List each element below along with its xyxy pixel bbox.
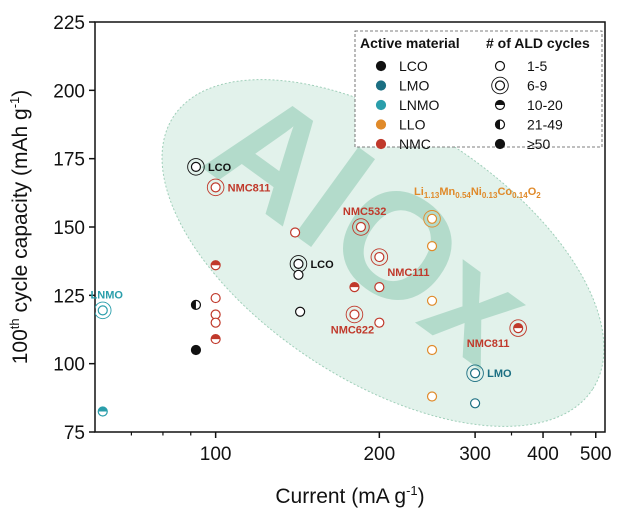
legend-box — [354, 30, 603, 148]
x-tick-label: 100 — [200, 444, 232, 465]
chart-legend: Active material # of ALD cycles LCO LMO LNMO… — [354, 30, 603, 152]
data-point-nmc — [349, 282, 360, 293]
legend-marker-cycles — [494, 138, 506, 150]
legend-marker-cycles — [494, 99, 506, 111]
legend-marker-lnmo — [375, 99, 387, 111]
y-axis-title: 100th cycle capacity (mAh g-1) — [7, 90, 32, 365]
data-point-nmc — [290, 227, 301, 238]
x-tick-label: 400 — [527, 444, 559, 465]
legend-marker-cycles — [491, 76, 509, 95]
legend-marker-nmc — [375, 138, 387, 150]
data-point-nmc — [210, 292, 221, 304]
legend-label-lmo: LMO — [399, 78, 429, 94]
legend-label-llo: LLO — [399, 117, 426, 133]
legend-marker-lco — [375, 60, 387, 72]
data-point-nmc — [210, 333, 221, 345]
legend-label-lco: LCO — [399, 58, 428, 74]
data-point-lmo — [466, 364, 484, 382]
data-point-nmc — [509, 319, 527, 337]
data-point-lnmo — [95, 301, 112, 320]
data-point-nmc — [210, 260, 221, 271]
data-point-llo — [426, 295, 438, 306]
annotation-lco: LCO — [208, 162, 232, 174]
legend-header-cycles: # of ALD cycles — [486, 35, 590, 51]
x-tick-label: 200 — [363, 444, 395, 465]
annotation-nmc622: NMC622 — [331, 324, 374, 336]
x-axis-title: Current (mA g-1) — [275, 483, 424, 508]
data-point-lco — [295, 306, 306, 317]
annotation-lmo: LMO — [487, 368, 512, 380]
legend-label-lnmo: LNMO — [399, 97, 440, 113]
annotation-llo-formula: Li1.13Mn0.54Ni0.13Co0.14O2 — [414, 186, 541, 200]
annotation-nmc811: NMC811 — [467, 338, 510, 350]
annotation-lco: LCO — [310, 259, 334, 271]
data-point-nmc — [370, 248, 389, 266]
data-point-lmo — [469, 398, 481, 409]
y-tick-label: 150 — [53, 218, 85, 239]
legend-marker-lmo — [375, 80, 387, 91]
legend-marker-cycles — [494, 119, 506, 130]
data-point-nmc — [345, 305, 364, 324]
x-tick-label: 500 — [580, 444, 612, 465]
data-point-nmc — [374, 282, 385, 293]
legend-marker-llo — [375, 119, 387, 130]
y-tick-label: 200 — [53, 81, 85, 102]
y-tick-label: 125 — [53, 286, 85, 307]
data-point-lnmo — [97, 406, 108, 417]
legend-label-cycles: ≥50 — [527, 136, 550, 152]
data-point-lco — [187, 158, 205, 176]
y-tick-label: 225 — [53, 13, 85, 34]
data-point-llo — [426, 391, 438, 402]
data-point-llo — [423, 210, 441, 228]
data-point-nmc — [374, 317, 385, 328]
legend-label-cycles: 10-20 — [527, 97, 563, 113]
data-point-lco — [293, 269, 304, 280]
legend-label-cycles: 21-49 — [527, 117, 563, 133]
y-tick-label: 100 — [53, 355, 85, 376]
legend-header-material: Active material — [360, 35, 460, 51]
data-point-llo — [426, 344, 438, 356]
data-point-lco — [190, 344, 202, 356]
data-point-nmc — [352, 218, 370, 236]
legend-label-cycles: 6-9 — [527, 78, 547, 94]
annotation-lnmo: LNMO — [91, 289, 124, 301]
annotation-nmc111: NMC111 — [387, 267, 429, 279]
y-tick-label: 75 — [64, 423, 85, 444]
legend-label-cycles: 1-5 — [527, 58, 547, 74]
data-point-nmc — [210, 317, 221, 328]
data-point-lco — [289, 255, 308, 273]
data-point-llo — [426, 241, 438, 252]
annotation-nmc811: NMC811 — [228, 182, 271, 194]
legend-label-nmc: NMC — [399, 136, 431, 152]
y-tick-label: 175 — [53, 150, 85, 171]
data-point-lco — [190, 299, 202, 310]
data-point-nmc — [206, 178, 225, 197]
x-tick-label: 300 — [459, 444, 491, 465]
legend-marker-cycles — [494, 60, 506, 72]
annotation-nmc532: NMC532 — [343, 206, 386, 218]
